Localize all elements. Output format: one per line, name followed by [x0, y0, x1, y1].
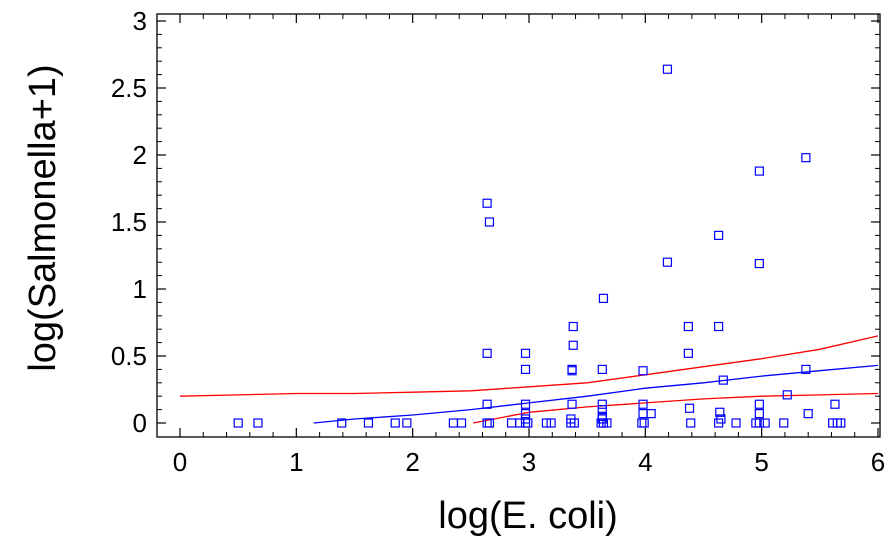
data-point	[779, 418, 789, 428]
x-tick-label: 2	[405, 447, 419, 477]
data-points	[233, 64, 846, 428]
data-point	[566, 414, 576, 424]
data-point	[684, 403, 695, 413]
data-point	[754, 409, 764, 419]
data-point	[520, 414, 531, 424]
data-point	[520, 364, 531, 374]
data-point	[803, 409, 813, 419]
data-point	[506, 418, 517, 428]
data-point	[448, 418, 458, 428]
y-tick-label: 0.5	[111, 341, 147, 371]
data-point	[253, 418, 263, 428]
data-point	[482, 198, 492, 208]
data-point	[520, 348, 531, 358]
data-point	[715, 407, 725, 417]
data-point	[390, 418, 400, 428]
y-axis: 0 0.5 1 1.5 2 2.5 3	[111, 6, 880, 438]
data-point	[567, 399, 577, 409]
data-point	[714, 230, 724, 240]
x-axis: 0 1 2 3 4 5 6	[173, 14, 885, 477]
data-point	[638, 409, 648, 419]
y-tick-label: 2.5	[111, 73, 147, 103]
data-point	[683, 348, 693, 358]
lower-limit-line	[473, 392, 879, 424]
data-point	[482, 399, 492, 409]
data-point	[782, 390, 792, 400]
data-point	[662, 257, 673, 267]
data-point	[716, 414, 726, 424]
data-point	[801, 364, 811, 374]
data-point	[686, 418, 696, 428]
y-tick-label: 3	[133, 6, 147, 36]
fit-line	[313, 364, 879, 424]
data-point	[567, 366, 577, 376]
y-tick-label: 2	[133, 140, 147, 170]
data-point	[597, 405, 607, 415]
data-point	[597, 414, 607, 424]
plot-frame	[156, 13, 881, 438]
data-point	[597, 364, 607, 374]
data-point	[683, 321, 693, 332]
x-tick-label: 0	[173, 447, 187, 477]
data-point	[568, 321, 578, 332]
x-tick-label: 5	[754, 447, 768, 477]
data-point	[754, 258, 764, 269]
data-point	[233, 418, 243, 428]
data-point	[731, 418, 741, 428]
data-point	[482, 348, 492, 358]
data-point	[754, 166, 764, 176]
x-tick-label: 1	[289, 447, 303, 477]
y-tick-label: 1.5	[111, 207, 147, 237]
data-point	[597, 399, 607, 409]
x-tick-label: 6	[871, 447, 885, 477]
data-point	[754, 399, 764, 409]
data-point	[402, 418, 412, 428]
data-point	[638, 366, 648, 376]
data-point	[456, 418, 467, 428]
data-point	[646, 409, 656, 419]
data-point	[662, 64, 673, 74]
data-point	[801, 153, 811, 163]
series-lines	[179, 335, 879, 424]
data-point	[520, 399, 531, 409]
data-point	[714, 321, 724, 332]
upper-limit-line	[179, 335, 879, 397]
plot-area	[156, 13, 881, 438]
y-tick-label: 1	[133, 274, 147, 304]
x-tick-label: 4	[638, 447, 652, 477]
data-point	[541, 418, 552, 428]
data-point	[568, 340, 578, 350]
data-point	[828, 418, 838, 428]
data-point	[754, 418, 764, 428]
data-point	[836, 418, 846, 428]
data-point	[639, 418, 649, 428]
data-point	[484, 217, 495, 227]
data-point	[484, 418, 495, 428]
y-axis-title: log(Salmonella+1)	[22, 64, 64, 371]
x-axis-title: log(E. coli)	[438, 495, 618, 537]
data-point	[337, 418, 347, 428]
data-point	[520, 409, 531, 419]
data-point	[760, 418, 770, 428]
data-point	[718, 375, 728, 385]
data-point	[363, 418, 374, 428]
x-tick-label: 3	[522, 447, 536, 477]
data-point	[637, 418, 647, 428]
data-point	[638, 399, 648, 409]
data-point	[830, 399, 840, 409]
data-point	[546, 418, 556, 428]
data-point	[598, 293, 609, 303]
y-tick-label: 0	[133, 408, 147, 438]
